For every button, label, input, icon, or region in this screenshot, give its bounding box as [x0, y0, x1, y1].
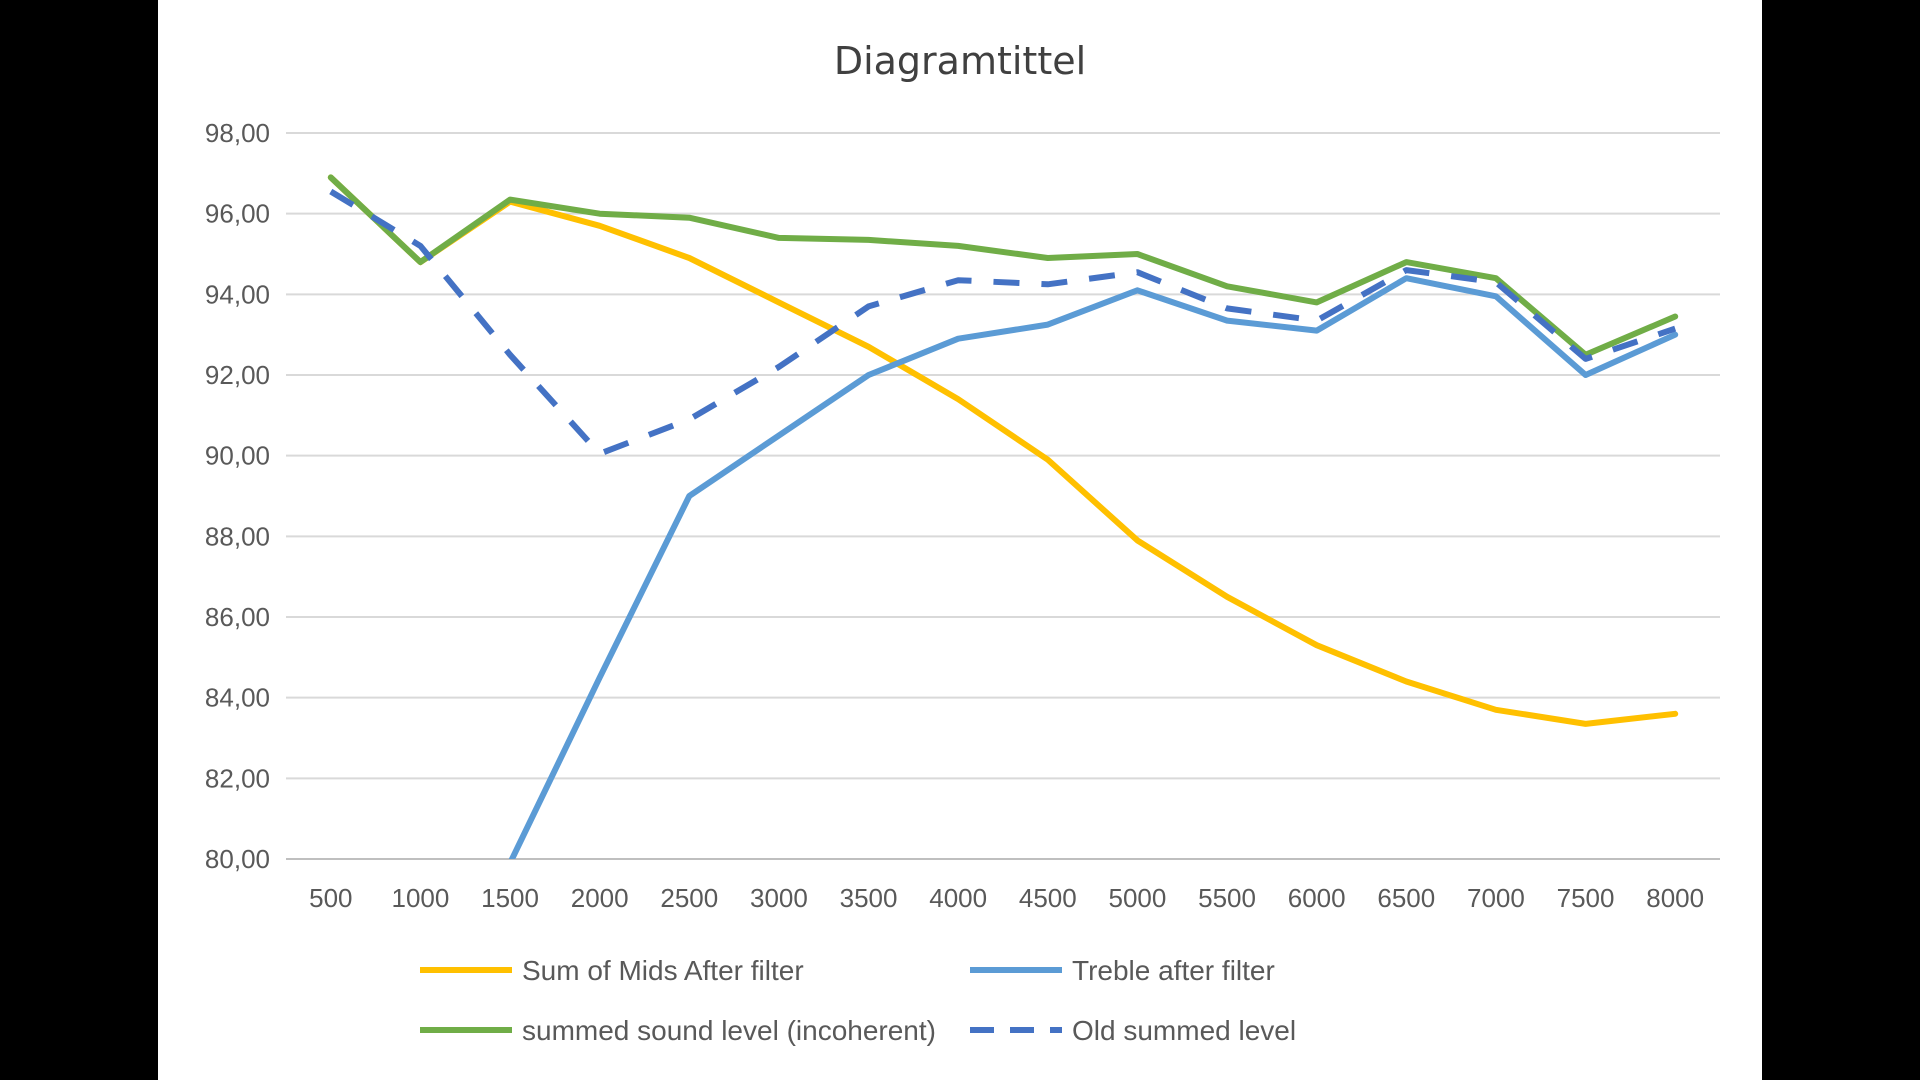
x-tick-label: 8000 — [1646, 883, 1704, 913]
gridlines — [286, 132, 1720, 860]
series-line-4 — [329, 188, 1677, 457]
y-tick-label: 88,00 — [205, 521, 270, 551]
legend-label: Treble after filter — [1072, 955, 1275, 986]
y-tick-label: 96,00 — [205, 199, 270, 229]
chart-panel: Diagramtittel 80,00 82,00 84,00 86,00 88,00 9… — [158, 0, 1762, 1080]
x-tick-label: 2500 — [660, 883, 718, 913]
x-axis-ticks: 500 1000 1500 2000 2500 3000 3500 4000 4500 5000 5… — [309, 883, 1704, 913]
y-axis-ticks: 80,00 82,00 84,00 86,00 88,00 90,00 92,00 94,00… — [205, 118, 270, 874]
x-tick-label: 7500 — [1557, 883, 1615, 913]
y-tick-label: 86,00 — [205, 602, 270, 632]
legend-label: Sum of Mids After filter — [522, 955, 804, 986]
y-tick-label: 92,00 — [205, 360, 270, 390]
y-tick-label: 98,00 — [205, 118, 270, 148]
x-tick-label: 1000 — [392, 883, 450, 913]
legend: Sum of Mids After filter Treble after fil… — [420, 955, 1296, 1046]
y-tick-label: 84,00 — [205, 683, 270, 713]
line-chart: Diagramtittel 80,00 82,00 84,00 86,00 88,00 9… — [205, 39, 1720, 1046]
series-line-2 — [508, 275, 1679, 859]
y-tick-label: 80,00 — [205, 844, 270, 874]
x-tick-label: 6000 — [1288, 883, 1346, 913]
x-tick-label: 2000 — [571, 883, 629, 913]
legend-label: summed sound level (incoherent) — [522, 1015, 936, 1046]
x-tick-label: 4500 — [1019, 883, 1077, 913]
x-tick-label: 5000 — [1109, 883, 1167, 913]
x-tick-label: 1500 — [481, 883, 539, 913]
x-tick-label: 4000 — [929, 883, 987, 913]
x-tick-label: 7000 — [1467, 883, 1525, 913]
series-lines — [327, 174, 1679, 859]
legend-label: Old summed level — [1072, 1015, 1296, 1046]
y-tick-label: 82,00 — [205, 763, 270, 793]
x-tick-label: 5500 — [1198, 883, 1256, 913]
series-line-1 — [327, 174, 1679, 727]
y-tick-label: 94,00 — [205, 279, 270, 309]
x-tick-label: 3000 — [750, 883, 808, 913]
x-tick-label: 500 — [309, 883, 352, 913]
series-line-3 — [327, 174, 1679, 358]
y-tick-label: 90,00 — [205, 441, 270, 471]
x-tick-label: 3500 — [840, 883, 898, 913]
chart-title: Diagramtittel — [834, 39, 1086, 83]
x-tick-label: 6500 — [1377, 883, 1435, 913]
